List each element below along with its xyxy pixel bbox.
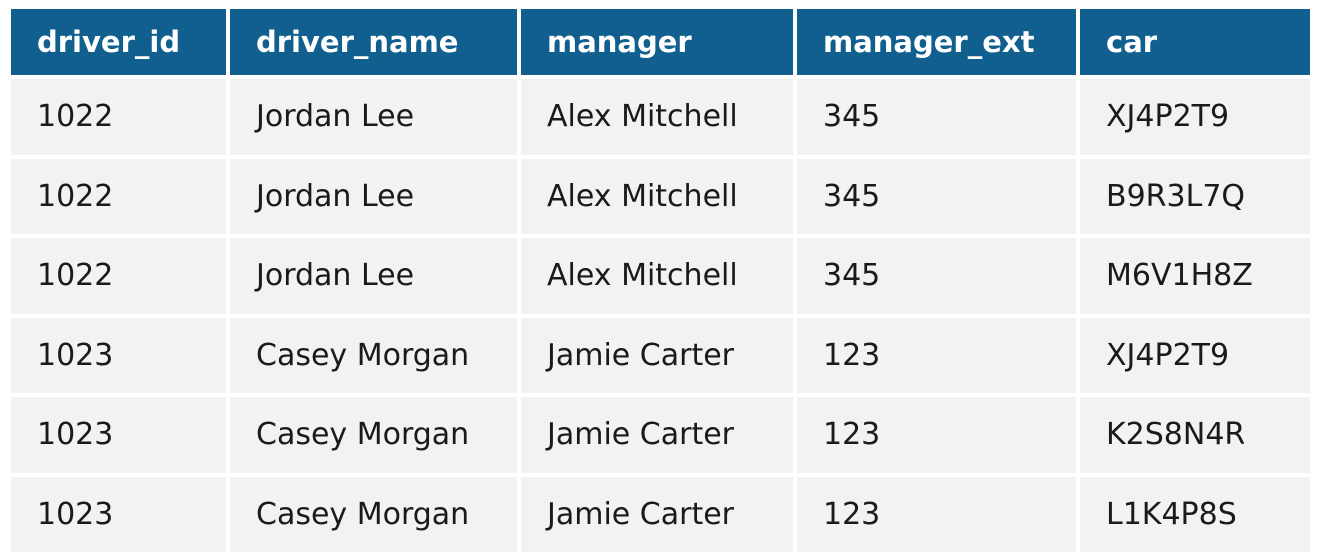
cell-car: XJ4P2T9 [1080,317,1310,393]
cell-driver-name: Jordan Lee [230,158,517,234]
cell-driver-name: Jordan Lee [230,79,517,155]
cell-manager-ext: 123 [797,397,1076,473]
column-header-driver-name: driver_name [230,9,517,75]
cell-car: B9R3L7Q [1080,158,1310,234]
column-header-car: car [1080,9,1310,75]
cell-driver-id: 1023 [11,397,226,473]
cell-manager: Jamie Carter [521,317,793,393]
cell-driver-id: 1023 [11,476,226,552]
cell-manager-ext: 345 [797,238,1076,314]
cell-driver-id: 1022 [11,238,226,314]
cell-manager-ext: 345 [797,158,1076,234]
cell-driver-name: Casey Morgan [230,476,517,552]
cell-manager: Alex Mitchell [521,158,793,234]
cell-manager: Jamie Carter [521,397,793,473]
cell-car: L1K4P8S [1080,476,1310,552]
column-header-driver-id: driver_id [11,9,226,75]
cell-manager-ext: 345 [797,79,1076,155]
cell-car: M6V1H8Z [1080,238,1310,314]
data-table: driver_id driver_name manager manager_ex… [11,9,1310,552]
cell-manager-ext: 123 [797,476,1076,552]
cell-driver-name: Casey Morgan [230,317,517,393]
column-header-manager-ext: manager_ext [797,9,1076,75]
cell-manager: Jamie Carter [521,476,793,552]
cell-car: XJ4P2T9 [1080,79,1310,155]
cell-driver-id: 1022 [11,158,226,234]
cell-driver-name: Jordan Lee [230,238,517,314]
cell-car: K2S8N4R [1080,397,1310,473]
cell-driver-id: 1022 [11,79,226,155]
cell-manager-ext: 123 [797,317,1076,393]
cell-manager: Alex Mitchell [521,238,793,314]
column-header-manager: manager [521,9,793,75]
cell-manager: Alex Mitchell [521,79,793,155]
cell-driver-id: 1023 [11,317,226,393]
cell-driver-name: Casey Morgan [230,397,517,473]
